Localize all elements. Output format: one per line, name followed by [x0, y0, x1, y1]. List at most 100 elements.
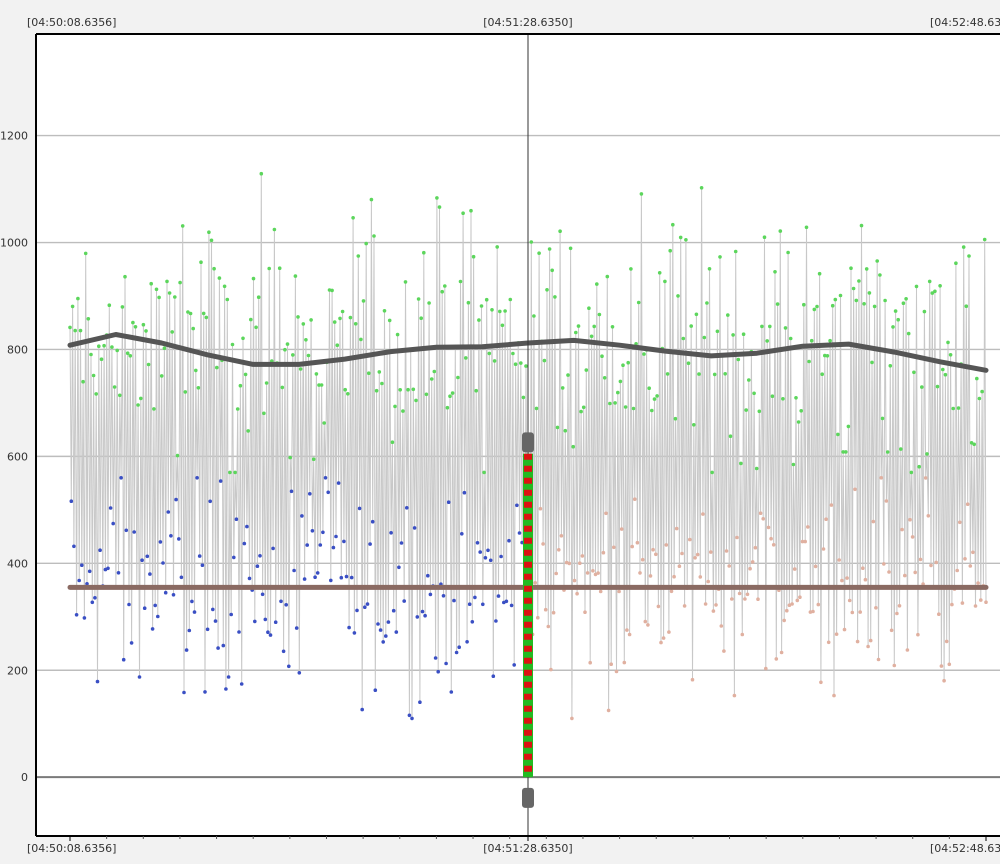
raw-point-upper — [621, 363, 625, 368]
raw-point-upper — [967, 254, 971, 258]
x-tick-label-bottom: [04:50:08.6356] — [27, 842, 116, 855]
raw-point-upper — [760, 324, 764, 329]
raw-point-upper — [846, 424, 851, 429]
raw-point-lower — [137, 675, 142, 679]
cursor-handle-bottom — [522, 787, 534, 808]
raw-point-upper — [458, 279, 463, 284]
raw-point-upper — [542, 358, 547, 363]
raw-point-upper — [768, 324, 772, 329]
raw-point-upper — [440, 289, 445, 294]
raw-point-upper — [76, 296, 80, 301]
raw-point-lower — [237, 630, 241, 634]
raw-point-upper — [283, 347, 287, 352]
raw-point-lower — [331, 545, 336, 550]
raw-point-upper — [422, 250, 426, 255]
raw-point-upper — [235, 407, 240, 411]
raw-point-lower — [567, 561, 572, 566]
raw-point-upper — [81, 379, 85, 384]
raw-point-upper — [597, 312, 602, 317]
raw-point-upper — [118, 393, 122, 398]
raw-point-upper — [461, 211, 465, 215]
raw-point-lower — [874, 606, 878, 610]
raw-point-lower — [630, 544, 634, 549]
raw-point-lower — [591, 569, 595, 573]
raw-point-upper — [298, 367, 303, 371]
raw-point-upper — [419, 316, 424, 321]
raw-point-upper — [377, 370, 382, 374]
raw-point-upper — [608, 401, 612, 406]
raw-point-lower — [292, 568, 296, 573]
raw-point-upper — [639, 192, 644, 196]
raw-point-lower — [840, 578, 844, 583]
raw-point-upper — [880, 416, 885, 421]
raw-point-upper — [479, 304, 484, 308]
raw-point-lower — [719, 624, 724, 628]
raw-point-lower — [363, 605, 367, 609]
raw-point-lower — [171, 593, 176, 597]
raw-point-lower — [326, 490, 331, 495]
raw-point-upper — [857, 279, 861, 283]
raw-point-upper — [191, 326, 195, 331]
raw-point-lower — [674, 526, 679, 531]
raw-point-lower — [499, 554, 503, 559]
raw-point-lower — [221, 643, 226, 648]
raw-point-lower — [622, 660, 627, 665]
cursor-layer[interactable] — [522, 34, 534, 836]
raw-point-lower — [405, 506, 409, 510]
raw-point-lower — [310, 529, 315, 533]
raw-point-upper — [534, 406, 539, 411]
raw-point-upper — [807, 359, 811, 364]
raw-point-upper — [904, 297, 908, 301]
raw-point-lower — [950, 602, 954, 607]
raw-point-upper — [217, 276, 222, 280]
raw-point-lower — [517, 531, 522, 535]
raw-point-lower — [853, 487, 857, 492]
raw-point-upper — [571, 444, 575, 449]
raw-point-upper — [484, 297, 489, 302]
raw-point-lower — [391, 608, 396, 613]
raw-point-lower — [365, 602, 370, 606]
raw-point-lower — [87, 569, 92, 574]
raw-point-upper — [406, 387, 410, 392]
raw-point-upper — [448, 394, 452, 399]
raw-point-upper — [553, 295, 557, 299]
raw-point-lower — [850, 610, 855, 615]
raw-point-lower — [342, 539, 346, 544]
raw-point-upper — [951, 406, 955, 411]
raw-point-upper — [657, 271, 662, 275]
raw-point-lower — [855, 639, 860, 644]
raw-point-lower — [483, 556, 488, 560]
raw-point-upper — [262, 411, 266, 416]
raw-point-upper — [332, 320, 337, 324]
raw-point-lower — [619, 527, 624, 531]
raw-point-lower — [258, 554, 262, 558]
raw-point-lower — [554, 571, 558, 576]
raw-point-upper — [906, 331, 911, 336]
raw-point-lower — [879, 476, 883, 480]
raw-point-lower — [297, 671, 302, 675]
raw-point-upper — [154, 287, 159, 292]
raw-point-upper — [812, 307, 817, 312]
raw-point-lower — [475, 541, 480, 545]
raw-point-lower — [732, 693, 737, 698]
raw-point-upper — [560, 386, 565, 390]
raw-point-upper — [393, 404, 397, 409]
raw-point-lower — [903, 573, 907, 578]
raw-point-upper — [330, 288, 334, 293]
raw-point-lower — [895, 611, 899, 616]
axis-labels: 0 200 400 600 800 1000 1200 [04:50:08.6356] [04:… — [0, 16, 1000, 855]
raw-point-lower — [963, 557, 967, 561]
raw-point-upper — [97, 344, 101, 349]
raw-point-upper — [909, 470, 914, 475]
raw-point-lower — [585, 571, 590, 575]
raw-point-lower — [407, 713, 412, 718]
raw-point-upper — [778, 229, 783, 233]
raw-point-lower — [150, 627, 155, 631]
raw-point-upper — [728, 434, 733, 439]
raw-point-upper — [893, 309, 898, 313]
raw-point-upper — [941, 367, 945, 372]
raw-point-upper — [828, 338, 832, 343]
raw-point-upper — [626, 360, 630, 365]
raw-point-lower — [976, 581, 980, 585]
raw-point-lower — [965, 502, 970, 507]
